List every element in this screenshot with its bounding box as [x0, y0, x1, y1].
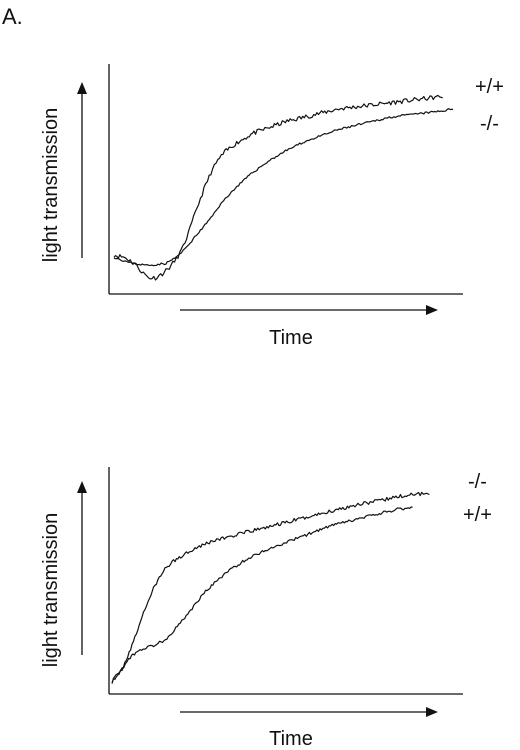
x-axis-label: Time [269, 327, 313, 349]
y-axis-label: light transmission [40, 108, 62, 263]
chart-bottom: Time light transmission -/- +/+ [40, 467, 492, 750]
top-plot-series [113, 94, 454, 281]
legend-knockout: -/- [480, 113, 499, 135]
panel-label: A. [2, 4, 23, 29]
series-line-wild-type [113, 94, 443, 281]
series-line-knockout [111, 491, 430, 684]
x-arrowhead-icon [426, 305, 438, 315]
bottom-plot-series [111, 491, 430, 684]
legend-wild-type: +/+ [475, 76, 504, 98]
chart-top: Time light transmission +/+ -/- [40, 64, 504, 349]
y-axis-label: light transmission [40, 513, 62, 668]
y-arrowhead-icon [77, 82, 87, 94]
x-axis-label: Time [269, 728, 313, 750]
series-line-wild-type [111, 506, 413, 684]
y-arrowhead-icon [77, 481, 87, 493]
x-arrowhead-icon [426, 707, 438, 717]
series-line-knockout [113, 108, 454, 267]
legend-wild-type: +/+ [463, 504, 492, 526]
legend-knockout: -/- [468, 471, 487, 493]
